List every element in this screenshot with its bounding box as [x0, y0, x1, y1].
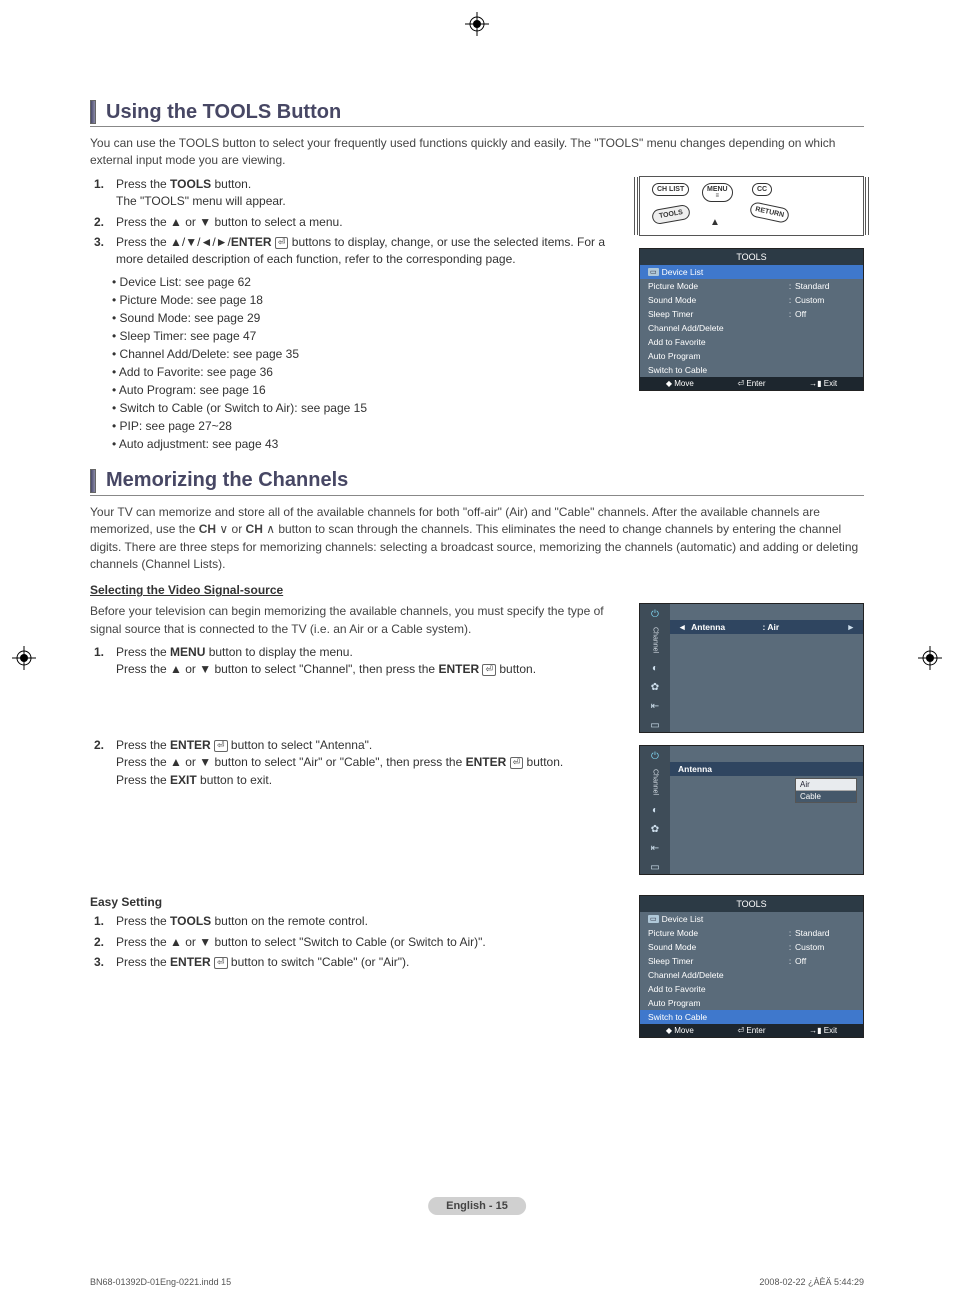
tools-osd-row[interactable]: Switch to Cable [640, 1010, 863, 1024]
channel-osd-1: ⏻ Channel ◐ ✿ ⇤ ▭ ◄ Antenna : Air ► [639, 603, 864, 733]
tools-osd-device-list[interactable]: ▭ Device List [640, 265, 863, 279]
tools-osd-row[interactable]: Switch to Cable [640, 363, 863, 377]
sub-a-step2: 2.Press the ENTER ⏎ button to select "An… [90, 737, 621, 789]
sub-b-title: Easy Setting [90, 895, 621, 909]
pip-icon: ▭ [648, 719, 662, 732]
tools-osd-1: TOOLS ▭ Device List Picture Mode:Standar… [639, 248, 864, 391]
hdmi-icon: ▭ [648, 268, 659, 276]
ref-item: Picture Mode: see page 18 [112, 291, 621, 309]
section1-steps: 1.Press the TOOLS button.The "TOOLS" men… [90, 176, 621, 269]
tools-osd-row[interactable]: Auto Program [640, 996, 863, 1010]
pip-icon: ▭ [648, 861, 662, 874]
title-bar-icon [90, 100, 96, 124]
remote-return-button: RETURN [749, 201, 790, 224]
tools-osd-device-list[interactable]: ▭ Device List [640, 912, 863, 926]
sub-b-steps: 1.Press the TOOLS button on the remote c… [90, 913, 621, 971]
section1-title-row: Using the TOOLS Button [90, 100, 864, 127]
dropdown-air[interactable]: Air [796, 779, 856, 791]
indd-footer: BN68-01392D-01Eng-0221.indd 15 2008-02-2… [90, 1277, 864, 1287]
ref-item: Device List: see page 62 [112, 273, 621, 291]
tools-osd-title: TOOLS [640, 896, 863, 912]
remote-tools-button: TOOLS [651, 204, 691, 225]
ref-item: Add to Favorite: see page 36 [112, 363, 621, 381]
tools-osd-row[interactable]: Sleep Timer:Off [640, 307, 863, 321]
gear-icon: ✿ [648, 681, 662, 694]
title-bar-icon [90, 469, 96, 493]
ref-item: Sound Mode: see page 29 [112, 309, 621, 327]
picture-icon: ◐ [648, 662, 662, 675]
input-icon: ⇤ [648, 842, 662, 855]
indd-time: 2008-02-22 ¿ÀÈÄ 5:44:29 [759, 1277, 864, 1287]
remote-chlist-button: CH LIST [652, 183, 689, 196]
page-pill: English - 15 [428, 1197, 526, 1215]
sub-a-intro: Before your television can begin memoriz… [90, 603, 621, 638]
ref-item: Channel Add/Delete: see page 35 [112, 345, 621, 363]
ref-item: Switch to Cable (or Switch to Air): see … [112, 399, 621, 417]
dropdown-cable[interactable]: Cable [796, 791, 856, 802]
power-icon: ⏻ [648, 750, 662, 763]
tools-osd-row[interactable]: Sleep Timer:Off [640, 954, 863, 968]
antenna-dropdown[interactable]: Air Cable [795, 778, 857, 803]
remote-menu-button: MENU≡ [702, 183, 733, 202]
ref-item: Auto Program: see page 16 [112, 381, 621, 399]
section2-title-row: Memorizing the Channels [90, 469, 864, 496]
channel-osd-antenna-row[interactable]: ◄ Antenna : Air ► [670, 620, 863, 634]
tools-osd-row[interactable]: Sound Mode:Custom [640, 940, 863, 954]
tools-osd-row[interactable]: Auto Program [640, 349, 863, 363]
section1-title: Using the TOOLS Button [106, 101, 341, 124]
remote-up-arrow-icon: ▲ [710, 217, 720, 228]
tools-osd-row[interactable]: Sound Mode:Custom [640, 293, 863, 307]
tools-osd-row[interactable]: Picture Mode:Standard [640, 279, 863, 293]
channel-osd-sidebar: ⏻ Channel ◐ ✿ ⇤ ▭ [640, 604, 670, 732]
power-icon: ⏻ [648, 608, 662, 621]
tools-osd-row[interactable]: Add to Favorite [640, 982, 863, 996]
tools-osd-footer: ◆ Move ⏎ Enter →▮ Exit [640, 1024, 863, 1037]
ref-item: Auto adjustment: see page 43 [112, 435, 621, 453]
channel-osd-antenna-row[interactable]: Antenna [670, 762, 863, 776]
section1-intro: You can use the TOOLS button to select y… [90, 135, 864, 170]
channel-osd-sidebar: ⏻ Channel ◐ ✿ ⇤ ▭ [640, 746, 670, 874]
gear-icon: ✿ [648, 823, 662, 836]
sub-a-title: Selecting the Video Signal-source [90, 583, 864, 597]
section2-intro: Your TV can memorize and store all of th… [90, 504, 864, 574]
input-icon: ⇤ [648, 700, 662, 713]
tools-osd-row[interactable]: Channel Add/Delete [640, 968, 863, 982]
remote-cc-button: CC [752, 183, 772, 196]
section2-title: Memorizing the Channels [106, 469, 348, 492]
tools-osd-footer: ◆ Move ⏎ Enter →▮ Exit [640, 377, 863, 390]
tools-osd-2: TOOLS ▭ Device List Picture Mode:Standar… [639, 895, 864, 1038]
tools-osd-row[interactable]: Add to Favorite [640, 335, 863, 349]
channel-osd-2: ⏻ Channel ◐ ✿ ⇤ ▭ Antenna Air Cable [639, 745, 864, 875]
hdmi-icon: ▭ [648, 915, 659, 923]
tools-osd-title: TOOLS [640, 249, 863, 265]
sub-a-steps: 1.Press the MENU button to display the m… [90, 644, 621, 679]
tools-osd-row[interactable]: Picture Mode:Standard [640, 926, 863, 940]
picture-icon: ◐ [648, 804, 662, 817]
ref-item: PIP: see page 27~28 [112, 417, 621, 435]
remote-illustration: CH LIST MENU≡ CC TOOLS RETURN ▲ [639, 176, 864, 236]
indd-file: BN68-01392D-01Eng-0221.indd 15 [90, 1277, 231, 1287]
ref-item: Sleep Timer: see page 47 [112, 327, 621, 345]
section1-refs: Device List: see page 62Picture Mode: se… [90, 273, 621, 453]
tools-osd-row[interactable]: Channel Add/Delete [640, 321, 863, 335]
